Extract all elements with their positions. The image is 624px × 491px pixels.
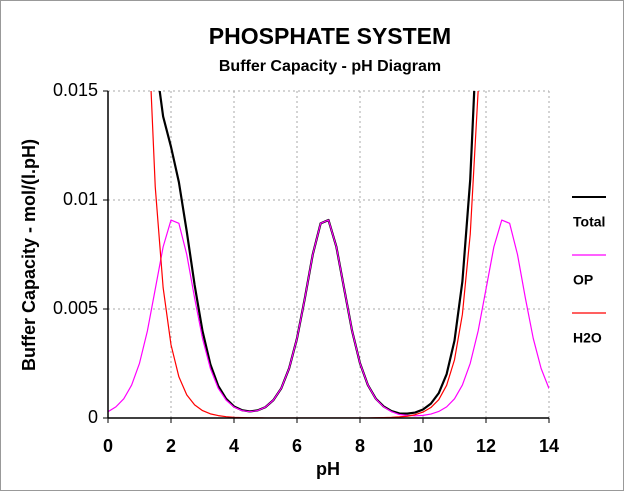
x-tick-label: 4 bbox=[229, 436, 239, 456]
y-tick-label: 0.015 bbox=[53, 80, 98, 100]
x-tick-label: 14 bbox=[539, 436, 559, 456]
series-line bbox=[108, 219, 549, 417]
legend-label: Total bbox=[573, 214, 605, 230]
x-tick-label: 6 bbox=[292, 436, 302, 456]
x-axis-label: pH bbox=[316, 459, 340, 479]
y-axis-label: Buffer Capacity - mol/(l.pH) bbox=[19, 139, 39, 371]
y-tick-label: 0.005 bbox=[53, 298, 98, 318]
chart-subtitle: Buffer Capacity - pH Diagram bbox=[219, 58, 441, 75]
x-tick-label: 12 bbox=[476, 436, 496, 456]
x-tick-label: 8 bbox=[355, 436, 365, 456]
x-tick-label: 2 bbox=[166, 436, 176, 456]
plot-area bbox=[108, 91, 549, 418]
legend-label: OP bbox=[573, 272, 593, 288]
legend-label: H2O bbox=[573, 330, 602, 346]
series-line bbox=[150, 91, 479, 418]
legend: Total OP H2O bbox=[572, 196, 606, 346]
x-tick-label: 10 bbox=[413, 436, 433, 456]
ticks: 0 2 4 6 8 10 12 14 0 0.005 0.01 0.015 bbox=[53, 80, 559, 456]
x-tick-label: 0 bbox=[103, 436, 113, 456]
y-tick-label: 0.01 bbox=[63, 189, 98, 209]
y-tick-label: 0 bbox=[88, 407, 98, 427]
chart-title: PHOSPHATE SYSTEM bbox=[209, 23, 451, 49]
